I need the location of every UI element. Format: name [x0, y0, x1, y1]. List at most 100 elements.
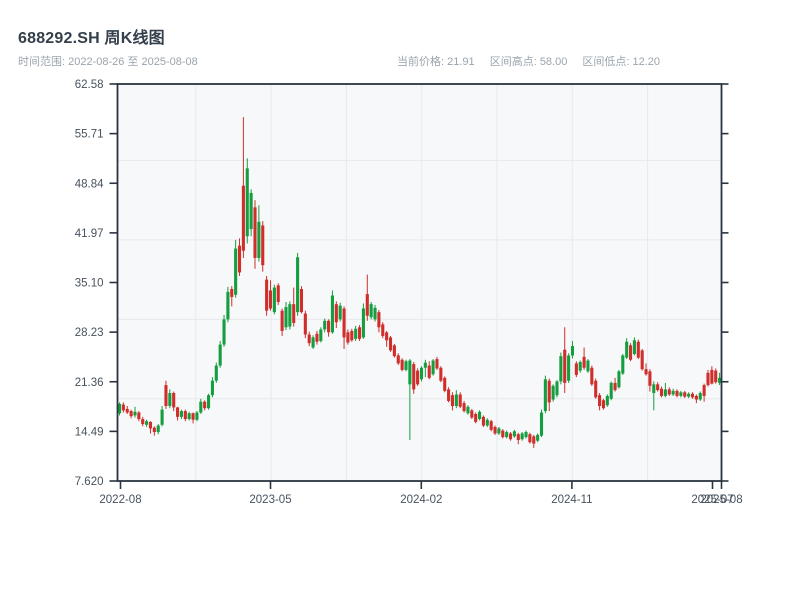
candle-body-down	[307, 334, 311, 344]
y-tick-label: 41.97	[75, 228, 104, 240]
candle-body-down	[613, 382, 617, 391]
candle-body-down	[261, 225, 265, 266]
candle-body-down	[164, 385, 168, 407]
candle-body-down	[706, 372, 710, 386]
candle-body-up	[288, 304, 292, 327]
candle-body-up	[404, 361, 408, 370]
candle-body-up	[210, 380, 214, 396]
candle-body-down	[667, 389, 671, 395]
candle-body-down	[435, 359, 439, 369]
candle-body-up	[222, 319, 226, 345]
candle-body-up	[272, 287, 276, 313]
candle-body-up	[199, 401, 203, 413]
candle-body-down	[350, 330, 354, 341]
candle-body-up	[187, 413, 191, 420]
candle-body-down	[152, 427, 156, 433]
x-tick-label: 2023-05	[249, 494, 291, 506]
range-low-label: 区间低点: 12.20	[582, 56, 661, 68]
candle-body-up	[632, 340, 636, 355]
candle-body-up	[361, 308, 365, 338]
candle-body-up	[570, 346, 575, 356]
candle-body-down	[714, 370, 718, 383]
candle-body-up	[323, 320, 327, 330]
candle-body-down	[675, 390, 679, 396]
candle-body-down	[176, 407, 180, 417]
candle-body-up	[431, 360, 435, 375]
candle-body-up	[160, 409, 164, 425]
candle-body-down	[516, 434, 520, 440]
candle-body-down	[342, 308, 346, 338]
candle-body-up	[698, 393, 702, 400]
candle-body-up	[373, 307, 377, 320]
candle-body-down	[377, 312, 381, 328]
candle-body-down	[450, 395, 455, 407]
candle-body-down	[381, 324, 385, 336]
candle-body-down	[659, 388, 664, 396]
candle-body-up	[145, 421, 149, 425]
candle-body-down	[191, 413, 195, 420]
candle-body-up	[249, 192, 253, 230]
candle-body-up	[617, 371, 621, 388]
candle-body-down	[276, 285, 280, 303]
candle-body-down	[532, 436, 536, 444]
candle-body-up	[354, 328, 358, 339]
candle-body-up	[536, 434, 540, 441]
candle-body-down	[683, 392, 687, 397]
y-tick-label: 35.10	[75, 278, 104, 290]
candle-body-down	[315, 333, 319, 342]
candle-body-down	[392, 345, 396, 357]
candle-body-down	[528, 434, 532, 443]
candle-body-down	[574, 363, 578, 375]
candle-body-down	[443, 377, 447, 391]
y-tick-label: 55.71	[75, 129, 104, 141]
candle-body-down	[470, 410, 474, 418]
x-tick-label: 2024-11	[551, 494, 592, 506]
candle-body-up	[485, 419, 489, 426]
candle-body-down	[656, 384, 660, 391]
candle-body-up	[478, 411, 482, 420]
time-range-label: 时间范围: 2022-08-26 至 2025-08-08	[18, 56, 198, 68]
candle-body-down	[141, 419, 145, 425]
candle-body-up	[245, 168, 249, 237]
candle-body-up	[284, 307, 288, 328]
candle-body-down	[458, 394, 462, 407]
x-tick-label: 2022-08	[99, 494, 141, 506]
candle-body-down	[702, 385, 706, 396]
candle-body-up	[520, 433, 524, 440]
candle-body-up	[330, 295, 334, 333]
candle-body-down	[299, 289, 304, 313]
candle-body-down	[357, 327, 362, 339]
x-tick-label: 2024-02	[400, 494, 442, 506]
candle-body-up	[679, 392, 683, 396]
candle-body-up	[559, 356, 563, 382]
candle-body-down	[598, 395, 602, 407]
candle-body-down	[137, 412, 141, 420]
candle-body-down	[365, 294, 369, 316]
candle-body-up	[338, 305, 342, 320]
candle-body-down	[462, 403, 466, 412]
candle-body-up	[663, 389, 667, 396]
y-tick-label: 48.84	[75, 178, 104, 190]
candle-body-down	[508, 433, 513, 440]
candle-body-up	[551, 385, 555, 400]
candle-body-down	[710, 369, 714, 384]
candle-body-down	[237, 245, 242, 273]
candle-body-down	[172, 393, 176, 408]
candle-body-up	[543, 379, 547, 412]
y-tick-label: 14.49	[75, 426, 104, 438]
page-title: 688292.SH 周K线图	[18, 30, 165, 47]
candle-body-down	[427, 365, 431, 378]
candle-body-down	[447, 389, 451, 401]
candle-body-up	[319, 329, 323, 342]
candle-body-up	[454, 394, 458, 407]
candle-body-up	[687, 393, 691, 397]
candle-body-up	[578, 361, 582, 371]
candle-body-down	[644, 369, 648, 375]
candle-body-down	[629, 345, 633, 360]
candle-body-down	[327, 320, 331, 333]
candle-body-up	[586, 360, 590, 372]
candle-body-down	[396, 355, 400, 364]
candle-body-up	[257, 221, 261, 258]
